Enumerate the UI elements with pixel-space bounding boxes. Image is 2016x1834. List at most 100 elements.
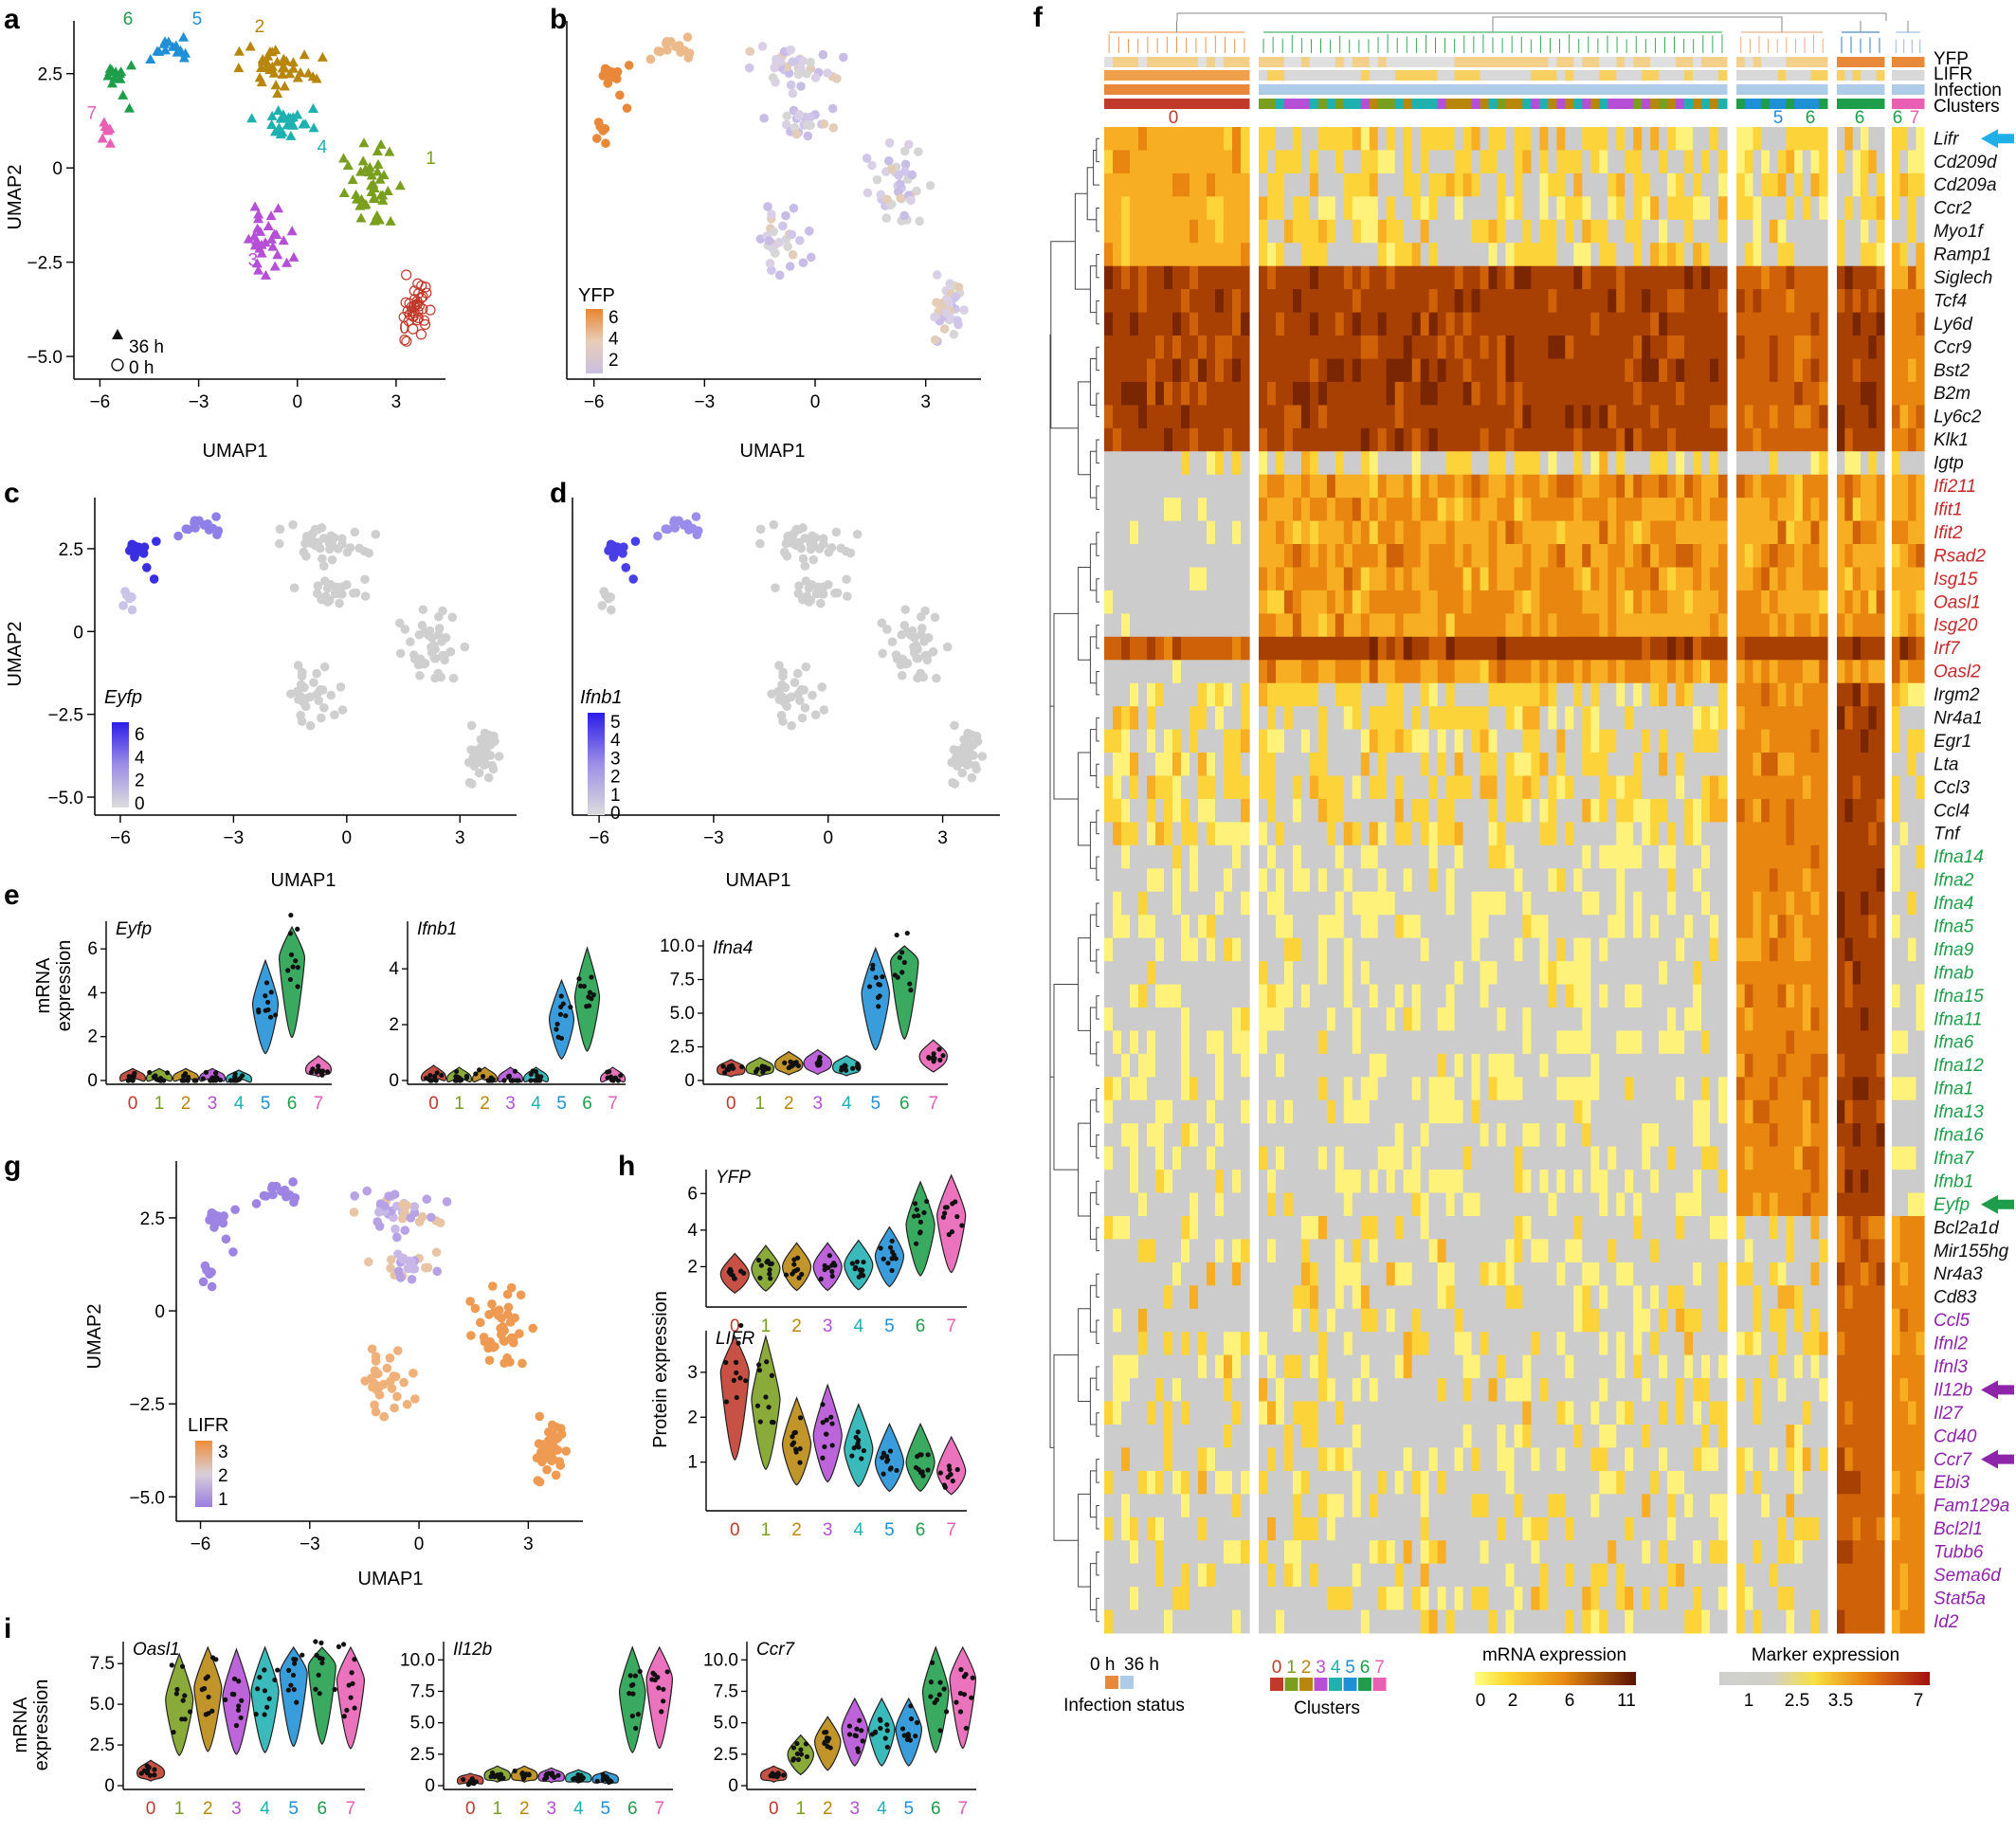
g-point-135 — [399, 1377, 409, 1388]
g-point-121 — [378, 1379, 389, 1389]
violin-dot — [632, 1673, 638, 1679]
b-point-33 — [953, 316, 962, 325]
d-point-61 — [878, 648, 888, 659]
b-point-140 — [806, 252, 816, 263]
violin-dot — [230, 1078, 237, 1083]
a-point-68 — [347, 174, 358, 185]
violin-dot — [731, 1377, 736, 1383]
violin-dot — [825, 1744, 830, 1750]
cluster-legend-swatch-3 — [1314, 1678, 1328, 1691]
d-point-175 — [653, 531, 663, 541]
violin-title-Ifnb1: Ifnb1 — [417, 919, 457, 939]
violin-dot — [145, 1768, 151, 1773]
violin-dot — [581, 983, 587, 990]
d-point-143 — [800, 702, 810, 713]
b-point-52 — [896, 193, 906, 203]
gene-label-Cd209a: Cd209a — [1934, 175, 1997, 195]
d-point-183 — [692, 530, 702, 540]
violin-dot — [884, 1459, 890, 1464]
d-point-116 — [810, 710, 821, 719]
violin-dot — [191, 1078, 197, 1083]
x-tick-label: −6 — [584, 392, 605, 412]
gene-label-Igtp: Igtp — [1934, 454, 1964, 474]
violin-dot — [738, 1322, 744, 1329]
violin-Oasl1-cluster-2 — [193, 1645, 223, 1752]
legend-36h-text: 36 h — [1124, 1655, 1159, 1675]
a-point-113 — [302, 67, 314, 78]
gene-label-Ifna7: Ifna7 — [1934, 1149, 1975, 1169]
c-point-19 — [466, 720, 477, 731]
violin-y-tick: 3 — [687, 1363, 698, 1383]
violin-dot — [287, 976, 294, 983]
b-point-204 — [593, 118, 604, 127]
d-point-72 — [916, 629, 926, 640]
legend-tick-label: 6 — [135, 725, 145, 745]
violin-dot — [881, 1450, 886, 1456]
violin-dot — [589, 996, 594, 1002]
violin-dot — [738, 1268, 744, 1274]
gene-label-Ifi211: Ifi211 — [1934, 477, 1976, 497]
b-point-77 — [886, 164, 897, 173]
violin-dot — [209, 1655, 216, 1661]
c-point-114 — [306, 533, 317, 543]
b-point-199 — [611, 68, 622, 79]
violin-x-tick-7: 7 — [957, 1799, 968, 1819]
gene-label-Ifnb1: Ifnb1 — [1934, 1171, 1973, 1191]
cluster-legend-swatch-7 — [1372, 1678, 1387, 1691]
cluster-legend-swatch-4 — [1329, 1678, 1342, 1691]
violin-dot — [736, 1340, 741, 1346]
violin-x-tick-5: 5 — [261, 1094, 271, 1114]
violin-y-tick: 2.5 — [410, 1745, 435, 1765]
a-point-155 — [266, 110, 278, 120]
panel-g: g LIFR 3 2 1 UMAP1 UMAP2 −6 −3 0 3 2.5 0 −2.5 −5… — [4, 1151, 583, 1589]
a-point-170 — [273, 104, 284, 115]
violin-dot — [294, 1699, 300, 1705]
violin-dot — [725, 1067, 732, 1073]
violin-dot — [471, 1781, 477, 1787]
g-point-196 — [209, 1223, 219, 1232]
b-point-63 — [862, 154, 872, 163]
violin-dot — [341, 1714, 347, 1719]
violin-dot — [290, 1672, 297, 1679]
d-point-112 — [814, 544, 825, 554]
x-tick-label: 3 — [937, 828, 948, 848]
cluster-label-5: 5 — [192, 9, 203, 29]
b-point-67 — [883, 156, 894, 166]
b-point-161 — [803, 131, 813, 141]
d-point-74 — [891, 650, 901, 660]
violin-dot — [607, 1777, 612, 1784]
panel-label-c: c — [4, 478, 20, 509]
violin-x-tick-3: 3 — [812, 1094, 823, 1114]
d-point-67 — [899, 621, 910, 630]
violin-x-tick-3: 3 — [208, 1094, 218, 1114]
a-point-87 — [279, 81, 290, 91]
violin-dot — [915, 1454, 920, 1460]
d-point-187 — [630, 536, 641, 546]
gene-label-Tubb6: Tubb6 — [1934, 1543, 1984, 1563]
b-point-105 — [770, 63, 779, 73]
b-point-155 — [782, 111, 792, 121]
gene-label-Ifnl3: Ifnl3 — [1934, 1357, 1968, 1377]
gene-label-Fam129a: Fam129a — [1934, 1497, 2009, 1516]
a-point-57 — [375, 138, 387, 149]
cluster-labels-a: 0 1 2 3 4 5 6 7 — [87, 9, 436, 338]
c-point-141 — [336, 682, 346, 692]
violin-y-tick: 2.5 — [670, 1038, 695, 1058]
a-point-128 — [273, 203, 284, 213]
violin-x-tick-4: 4 — [260, 1799, 270, 1819]
legend-tick-label: 2 — [608, 351, 619, 371]
d-point-57 — [920, 606, 930, 616]
panel-label-h: h — [618, 1151, 635, 1182]
violin-dot — [473, 1071, 479, 1077]
violin-dot — [894, 932, 899, 938]
c-point-97 — [288, 519, 298, 530]
d-point-179 — [691, 512, 701, 521]
violin-dot — [316, 1063, 321, 1069]
violin-y-tick: 6 — [87, 939, 98, 959]
x-tick-label: 0 — [342, 828, 353, 848]
cluster-legend-label-5: 5 — [1345, 1658, 1355, 1678]
cluster-label-4: 4 — [318, 137, 328, 157]
panel-label-f: f — [1033, 2, 1044, 33]
